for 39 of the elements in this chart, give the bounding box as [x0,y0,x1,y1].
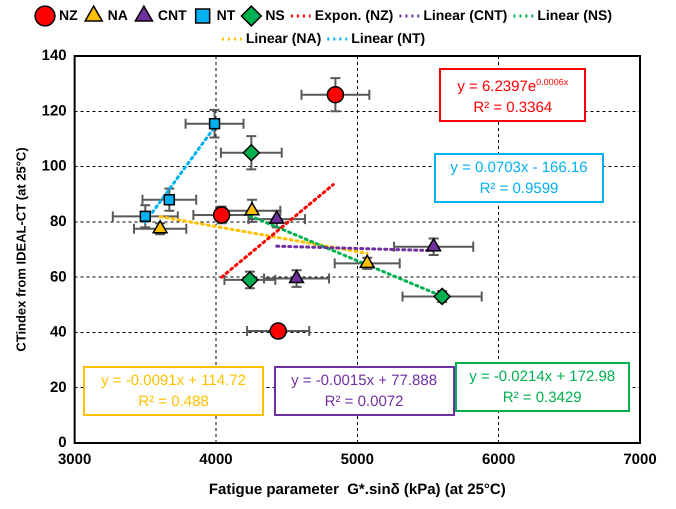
legend-label: CNT [158,6,188,23]
legend-label: Linear (NA) [246,30,322,46]
x-axis-title: Fatigue parameter G*.sinδ (kPa) (at 25°C) [208,481,506,498]
x-tick-label: 7000 [623,451,657,468]
annotation: y = 0.0703x - 166.16 R² = 0.9599 [434,152,604,203]
point [140,210,151,222]
point [164,194,176,206]
y-tick-label: 140 [42,47,67,64]
point [269,322,287,340]
legend-label: Expon. (NZ) [314,6,394,23]
y-tick-label: 0 [58,434,67,452]
legend-label: NA [108,6,128,23]
point [212,206,230,224]
y-axis-title: CTindex from IDEAL-CT (at 25°C) [13,147,28,352]
legend-label: Linear (CNT) [423,6,508,23]
annotation: y = -0.0214x + 172.98 R² = 0.3429 [454,362,630,412]
x-tick-label: 5000 [340,451,374,468]
point [326,86,344,104]
point [208,118,220,130]
y-tick-label: 100 [42,158,67,175]
y-tick-label: 120 [42,102,67,120]
x-tick-label: 6000 [482,451,516,468]
y-tick-label: 20 [50,378,67,396]
legend-label: Linear (NT) [351,30,426,46]
point [242,144,260,162]
y-tick-label: 80 [50,213,67,230]
y-tick-label: 40 [50,324,67,341]
legend-label: NS [265,6,285,23]
legend-label: NZ [59,6,78,23]
legend-label: Linear (NS) [537,6,612,23]
point [433,288,451,306]
annotation: y = -0.0091x + 114.72 R² = 0.488 [83,366,264,416]
point [241,270,259,290]
legend-label: NT [216,6,236,23]
text: y = 6.2397e$^{0.0006x}$ R² = 0.3364 [457,76,568,116]
x-tick-label: 3000 [58,451,92,468]
annotation: y = -0.0015x + 77.888 R² = 0.0072 [274,366,455,416]
x-tick-label: 4000 [199,451,233,468]
y-tick-label: 60 [50,268,67,286]
